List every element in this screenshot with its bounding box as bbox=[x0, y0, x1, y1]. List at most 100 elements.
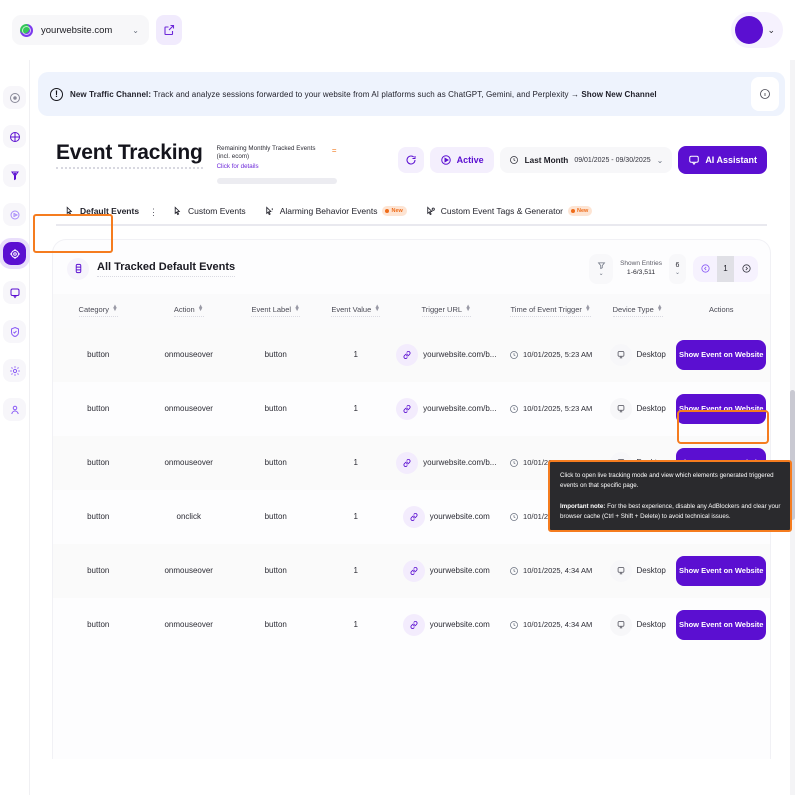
trigger-url-text: yourwebsite.com bbox=[429, 620, 490, 629]
filter-button[interactable]: ⌄ bbox=[589, 253, 614, 284]
quota-details-link[interactable]: Click for details bbox=[216, 162, 259, 170]
sort-icon[interactable]: ▲ ▼ bbox=[374, 303, 381, 313]
column-header-event-value[interactable]: Event Value ▲ ▼ bbox=[318, 294, 395, 328]
tab-label: Default Events bbox=[80, 206, 140, 216]
date-range-label: 09/01/2025 - 09/30/2025 bbox=[574, 156, 651, 164]
link-icon bbox=[403, 350, 411, 359]
tab-overflow-menu[interactable]: ⋮ bbox=[149, 206, 159, 217]
cell-device: Desktop bbox=[603, 598, 673, 652]
tab-default-events[interactable]: Default Events bbox=[56, 200, 149, 225]
cell-trigger-url[interactable]: yourwebsite.com/b... bbox=[394, 436, 498, 490]
column-label: Event Value bbox=[331, 304, 372, 314]
table-header: Category ▲ ▼ Action ▲ ▼ Event Label ▲ ▼ Event … bbox=[53, 293, 770, 328]
cell-time: 10/01/2025, 5:23 AM bbox=[498, 382, 602, 436]
show-event-on-website-button[interactable]: Show Event on Website bbox=[676, 555, 767, 586]
external-link-icon bbox=[164, 24, 175, 36]
sidebar-item-events[interactable] bbox=[0, 238, 30, 269]
monitor-icon bbox=[617, 350, 624, 358]
account-menu[interactable]: ⌄ bbox=[731, 12, 783, 48]
scrollbar-thumb[interactable] bbox=[790, 390, 795, 520]
monitor-icon bbox=[609, 397, 632, 420]
tab-custom-events[interactable]: Custom Events bbox=[164, 200, 256, 225]
compass-icon bbox=[9, 92, 20, 103]
column-header-trigger-url[interactable]: Trigger URL ▲ ▼ bbox=[394, 294, 498, 328]
column-header-category[interactable]: Category ▲ ▼ bbox=[53, 294, 143, 328]
link-icon bbox=[402, 505, 425, 528]
show-new-channel-link[interactable]: Show New Channel bbox=[581, 89, 657, 99]
chevron-down-icon: ⌄ bbox=[132, 25, 139, 35]
sidebar-item-goals[interactable] bbox=[3, 320, 26, 343]
tooltip-note-body: For the best experience, disable any AdB… bbox=[560, 503, 781, 520]
tab-alarming-behavior-events[interactable]: Alarming Behavior Events New bbox=[256, 200, 417, 225]
ai-assistant-button[interactable]: AI Assistant bbox=[678, 146, 767, 174]
monitor-icon bbox=[609, 613, 632, 636]
sidebar-item-recordings[interactable] bbox=[3, 203, 26, 226]
target-icon bbox=[9, 248, 20, 259]
tab-custom-event-tags-generator[interactable]: Custom Event Tags & Generator New bbox=[417, 200, 603, 225]
sidebar-item-account[interactable] bbox=[3, 398, 26, 421]
column-header-action[interactable]: Action ▲ ▼ bbox=[143, 294, 233, 328]
site-selector[interactable]: yourwebsite.com ⌄ bbox=[12, 15, 149, 45]
table-row[interactable]: button onmouseover button 1 yourwebsite.com 1… bbox=[53, 598, 770, 652]
clock-icon bbox=[510, 566, 518, 575]
cell-action: onmouseover bbox=[164, 350, 213, 359]
table-row[interactable]: button onmouseover button 1 yourwebsite.com/… bbox=[53, 382, 770, 436]
shown-entries: Shown Entries 1-6/3,511 bbox=[620, 259, 662, 279]
link-icon bbox=[410, 620, 418, 629]
sort-icon[interactable]: ▲ ▼ bbox=[465, 303, 472, 313]
badge-new: New bbox=[568, 206, 593, 216]
tab-label: Custom Event Tags & Generator bbox=[440, 206, 564, 216]
sidebar-item-overview[interactable] bbox=[3, 86, 26, 109]
sidebar-item-settings[interactable] bbox=[3, 359, 26, 382]
sort-icon[interactable]: ▲ ▼ bbox=[584, 303, 591, 313]
refresh-button[interactable] bbox=[397, 147, 424, 173]
page-size-value: 6 bbox=[675, 261, 680, 269]
sidebar-item-feedback[interactable] bbox=[3, 281, 26, 304]
tooltip-line-1: Click to open live tracking mode and vie… bbox=[560, 472, 774, 489]
page-number[interactable]: 1 bbox=[717, 255, 734, 282]
show-event-on-website-button[interactable]: Show Event on Website bbox=[676, 609, 767, 640]
cell-trigger-url[interactable]: yourwebsite.com bbox=[394, 544, 498, 598]
cell-trigger-url[interactable]: yourwebsite.com bbox=[394, 598, 498, 652]
sort-icon[interactable]: ▲ ▼ bbox=[197, 303, 204, 313]
chat-icon bbox=[10, 288, 19, 298]
next-page-button[interactable] bbox=[734, 256, 758, 282]
cell-trigger-url[interactable]: yourwebsite.com/b... bbox=[394, 382, 498, 436]
banner-info-button[interactable] bbox=[751, 77, 779, 111]
column-header-event-label[interactable]: Event Label ▲ ▼ bbox=[234, 294, 318, 328]
top-bar: yourwebsite.com ⌄ ⌄ bbox=[0, 0, 795, 60]
badge-dot-icon bbox=[385, 209, 390, 213]
table-row[interactable]: button onmouseover button 1 yourwebsite.com 1… bbox=[53, 543, 770, 598]
sidebar-item-visitors[interactable] bbox=[3, 125, 26, 148]
sort-icon[interactable]: ▲ ▼ bbox=[294, 303, 301, 313]
clock-icon bbox=[510, 350, 518, 359]
column-header-time-of-event-trigger[interactable]: Time of Event Trigger ▲ ▼ bbox=[498, 294, 602, 328]
cell-time: 10/01/2025, 4:34 AM bbox=[498, 598, 602, 652]
cell-event-label: button bbox=[264, 566, 287, 575]
cell-event-value: 1 bbox=[353, 620, 358, 629]
open-site-button[interactable] bbox=[155, 15, 182, 45]
sort-icon[interactable]: ▲ ▼ bbox=[111, 303, 118, 313]
chevron-down-icon: ⌄ bbox=[656, 155, 664, 165]
sort-icon[interactable]: ▲ ▼ bbox=[656, 303, 663, 313]
cursor-alert-icon bbox=[266, 205, 273, 215]
badge-label: New bbox=[391, 208, 403, 214]
date-range-picker[interactable]: Last Month 09/01/2025 - 09/30/2025 ⌄ bbox=[499, 147, 673, 173]
header-actions: Active Last Month 09/01/2025 - 09/30/202… bbox=[397, 146, 767, 174]
page-size-selector[interactable]: 6 ⌄ bbox=[669, 253, 686, 284]
active-status-button[interactable]: Active bbox=[429, 147, 494, 173]
cell-trigger-url[interactable]: yourwebsite.com/b... bbox=[394, 328, 498, 382]
show-event-on-website-button[interactable]: Show Event on Website bbox=[676, 339, 767, 370]
quota-widget[interactable]: Remaining Monthly Tracked Events (incl. … bbox=[216, 145, 337, 184]
page-scrollbar[interactable] bbox=[790, 60, 795, 795]
cell-actions: Show Event on Website bbox=[672, 382, 770, 436]
trigger-url-text: yourwebsite.com bbox=[429, 512, 490, 521]
list-icon bbox=[67, 257, 89, 280]
table-row[interactable]: button onmouseover button 1 yourwebsite.com/… bbox=[53, 327, 770, 382]
sidebar-item-funnels[interactable] bbox=[3, 164, 26, 187]
column-header-device-type[interactable]: Device Type ▲ ▼ bbox=[603, 294, 673, 328]
cell-trigger-url[interactable]: yourwebsite.com bbox=[394, 490, 498, 544]
badge-label: New bbox=[577, 208, 589, 214]
prev-page-button[interactable] bbox=[693, 256, 717, 282]
show-event-on-website-button[interactable]: Show Event on Website bbox=[676, 393, 767, 424]
